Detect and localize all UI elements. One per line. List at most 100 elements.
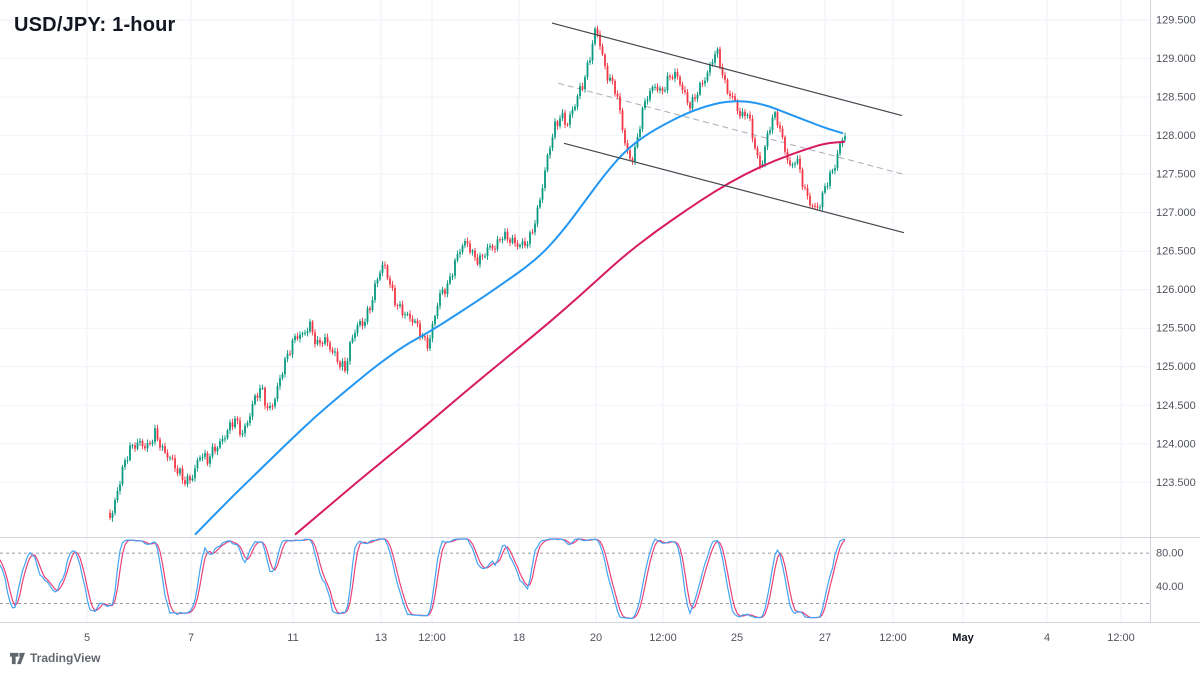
candle-body — [621, 110, 624, 130]
candle-body — [459, 252, 461, 255]
candle-body — [179, 468, 181, 474]
fast-ma-line[interactable] — [194, 100, 844, 536]
candle-body — [349, 342, 351, 362]
candle-body — [339, 361, 341, 368]
candle-body — [704, 80, 706, 84]
price-tick-label: 126.500 — [1156, 246, 1196, 258]
candle-body — [789, 160, 791, 165]
candle-body — [469, 243, 471, 253]
candle-body — [226, 430, 229, 439]
candle-body — [509, 239, 511, 243]
price-tick-label: 127.000 — [1156, 207, 1196, 219]
time-axis[interactable]: 5 7 11 13 12:00 18 20 12:00 25 27 12:00 May 4 12:00 — [84, 632, 1135, 644]
candle-body — [799, 158, 801, 170]
grid-layer — [0, 0, 1150, 622]
candle-body — [276, 386, 279, 399]
candle-body — [171, 457, 174, 459]
candle-body — [181, 468, 184, 481]
candle-body — [696, 94, 699, 99]
candle-body — [606, 66, 609, 81]
channel-layer — [551, 22, 905, 234]
candle-body — [186, 476, 189, 485]
candle-body — [141, 440, 144, 447]
price-tick-label: 124.000 — [1156, 438, 1196, 450]
price-tick-label: 123.500 — [1156, 477, 1196, 489]
candle-body — [844, 136, 846, 140]
candle-body — [389, 278, 391, 285]
candle-body — [301, 333, 304, 335]
candle-body — [711, 62, 714, 65]
candle-body — [664, 90, 666, 92]
candle-body — [734, 96, 736, 101]
candle-body — [499, 239, 501, 241]
candle-body — [271, 406, 274, 408]
candle-body — [609, 77, 611, 81]
candle-body — [419, 323, 421, 338]
axis-separators — [0, 0, 1200, 623]
candle-body — [671, 77, 674, 79]
channel-lower-line[interactable] — [563, 142, 905, 234]
candle-body — [239, 420, 241, 435]
candle-body — [124, 460, 126, 467]
candle-body — [591, 43, 594, 61]
price-axis[interactable]: 129.500 129.000 128.500 128.000 127.500 127.0… — [1156, 15, 1196, 594]
candle-body — [314, 332, 316, 345]
candle-body — [821, 192, 824, 208]
candle-body — [684, 90, 686, 93]
candle-body — [676, 71, 679, 77]
candle-body — [209, 456, 211, 464]
candle-body — [631, 158, 634, 162]
candle-body — [231, 422, 234, 428]
channel-upper-line[interactable] — [551, 22, 903, 117]
candle-body — [316, 339, 319, 345]
candle-body — [116, 490, 119, 501]
candle-body — [251, 404, 254, 417]
candle-body — [154, 428, 156, 442]
slow-ma-line[interactable] — [294, 140, 846, 536]
candle-body — [416, 320, 419, 324]
candle-body — [809, 195, 811, 206]
price-tick-label: 127.500 — [1156, 169, 1196, 181]
candle-body — [746, 114, 749, 116]
tradingview-logo-text: TradingView — [30, 650, 101, 665]
candle-body — [371, 300, 374, 311]
price-tick-label: 125.000 — [1156, 361, 1196, 373]
candle-body — [369, 308, 371, 311]
candle-body — [524, 241, 526, 246]
candle-body — [536, 207, 539, 224]
candle-body — [391, 284, 394, 288]
candle-body — [614, 81, 616, 94]
tradingview-logo[interactable]: TradingView — [10, 650, 100, 665]
candle-body — [666, 75, 669, 91]
candle-body — [411, 318, 414, 323]
candle-body — [246, 422, 249, 426]
candle-body — [136, 442, 139, 449]
candle-body — [341, 361, 344, 367]
candle-body — [144, 446, 146, 449]
candle-body — [406, 313, 409, 315]
candle-body — [149, 443, 151, 444]
candle-body — [766, 133, 769, 147]
candle-body — [719, 49, 721, 68]
candle-body — [434, 316, 436, 325]
candle-body — [474, 250, 476, 258]
candle-body — [566, 124, 569, 126]
candle-body — [414, 320, 416, 323]
candle-body — [444, 289, 446, 294]
time-tick-label: 12:00 — [1107, 632, 1135, 644]
candle-body — [776, 112, 779, 126]
candles-layer — [109, 25, 846, 522]
candle-body — [706, 72, 709, 81]
candle-body — [361, 321, 364, 326]
candle-body — [309, 321, 311, 332]
candle-body — [121, 466, 124, 485]
candle-body — [599, 34, 601, 47]
candle-body — [436, 305, 439, 317]
candle-body — [356, 325, 359, 334]
candle-body — [261, 387, 264, 389]
candle-body — [514, 237, 516, 244]
candle-body — [804, 187, 806, 188]
candle-body — [321, 343, 324, 345]
